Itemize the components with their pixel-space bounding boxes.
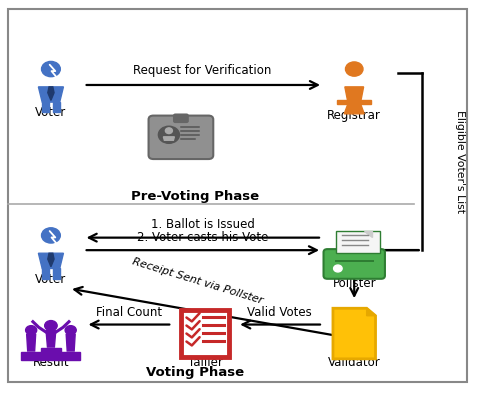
Circle shape [26,326,37,335]
FancyBboxPatch shape [323,249,385,279]
Polygon shape [53,102,60,112]
FancyBboxPatch shape [181,310,229,357]
Text: Result: Result [33,356,69,369]
Text: Voter: Voter [35,106,67,119]
Polygon shape [27,334,36,351]
Polygon shape [38,87,63,102]
Text: Request for Verification: Request for Verification [133,64,272,77]
Circle shape [334,265,342,272]
Polygon shape [163,137,174,140]
Text: Receipt Sent via Pollster: Receipt Sent via Pollster [131,256,264,305]
Text: Eligible Voter's List: Eligible Voter's List [455,110,465,213]
Text: Voting Phase: Voting Phase [146,366,244,379]
Text: 2. Voter casts his Vote: 2. Voter casts his Vote [137,231,268,244]
Polygon shape [48,87,54,100]
Circle shape [45,321,57,331]
Polygon shape [60,352,80,360]
Polygon shape [48,253,54,267]
Text: Final Count: Final Count [96,306,162,319]
Polygon shape [333,308,375,359]
FancyBboxPatch shape [336,231,380,253]
Polygon shape [46,331,56,347]
Polygon shape [367,308,375,316]
Polygon shape [66,334,75,351]
FancyBboxPatch shape [335,260,374,262]
Polygon shape [21,352,41,360]
Polygon shape [345,87,364,100]
FancyBboxPatch shape [8,9,468,382]
Text: Pre-Voting Phase: Pre-Voting Phase [131,190,260,203]
Polygon shape [38,253,63,268]
Circle shape [65,326,76,335]
FancyBboxPatch shape [173,114,189,123]
Text: Pollster: Pollster [333,277,376,290]
Text: Valid Votes: Valid Votes [247,306,312,319]
Circle shape [41,228,60,243]
Polygon shape [42,102,49,112]
Text: Validator: Validator [328,356,381,369]
Circle shape [166,128,172,133]
Polygon shape [364,231,372,237]
Polygon shape [344,104,364,114]
FancyBboxPatch shape [149,116,213,159]
Polygon shape [42,268,49,279]
Text: Tallier: Tallier [187,356,223,369]
Circle shape [41,62,60,77]
Circle shape [345,62,363,76]
Text: Registrar: Registrar [327,109,381,122]
Polygon shape [53,268,60,279]
Polygon shape [337,100,372,104]
Text: 1. Ballot is Issued: 1. Ballot is Issued [150,218,255,231]
Text: Voter: Voter [35,273,67,286]
Circle shape [158,126,179,143]
Polygon shape [41,348,60,360]
